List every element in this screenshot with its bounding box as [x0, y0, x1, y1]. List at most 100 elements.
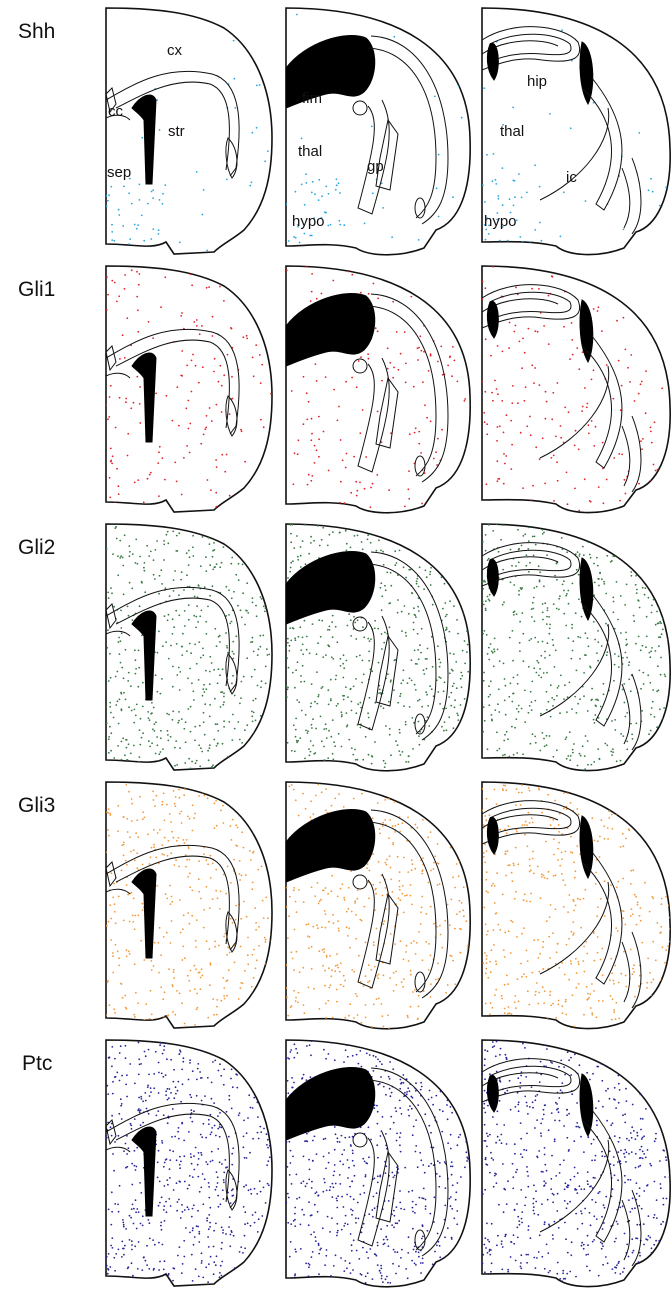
dot	[597, 630, 599, 632]
dot	[129, 1239, 131, 1241]
dot	[234, 962, 236, 964]
dot	[173, 1189, 175, 1191]
dot	[633, 615, 635, 617]
dot	[215, 800, 217, 802]
dot	[369, 980, 371, 982]
dot	[242, 983, 244, 985]
dot	[216, 404, 218, 406]
dot	[528, 571, 530, 573]
dot	[268, 1270, 270, 1272]
dot	[278, 1087, 280, 1089]
dot	[170, 1027, 172, 1029]
dot	[494, 651, 496, 653]
dot	[187, 400, 189, 402]
dot	[665, 896, 667, 898]
dot	[659, 537, 661, 539]
dot	[182, 1061, 184, 1063]
dot	[614, 729, 616, 731]
dot	[333, 741, 335, 743]
dot	[473, 856, 475, 858]
dot	[310, 706, 312, 708]
dot	[473, 818, 475, 820]
dot	[369, 15, 371, 17]
dot	[289, 650, 291, 652]
dot	[395, 740, 397, 742]
dot	[487, 653, 489, 655]
dot	[317, 514, 319, 516]
dot	[509, 1012, 511, 1014]
dot	[208, 286, 210, 288]
dot	[261, 680, 263, 682]
dot	[510, 581, 512, 583]
dot	[550, 1005, 552, 1007]
dot	[142, 732, 144, 734]
dot	[368, 293, 370, 295]
dot	[307, 935, 309, 937]
dot	[142, 903, 144, 905]
dot	[387, 368, 389, 370]
dot	[126, 317, 128, 319]
dot	[187, 677, 189, 679]
dot	[135, 668, 137, 670]
dot	[542, 732, 544, 734]
dot	[629, 553, 631, 555]
dot	[251, 1007, 253, 1009]
dot	[622, 657, 624, 659]
panel-row: Shh	[18, 8, 670, 258]
dot	[257, 482, 259, 484]
dot	[212, 335, 214, 337]
dot	[233, 591, 235, 593]
dot	[441, 576, 443, 578]
dot	[564, 974, 566, 976]
dot	[442, 543, 444, 545]
dot	[118, 723, 120, 725]
dot	[342, 677, 344, 679]
dot	[659, 708, 661, 710]
dot	[441, 947, 443, 949]
dot	[613, 769, 615, 771]
dot	[243, 1186, 245, 1188]
dot	[278, 612, 280, 614]
dot	[384, 763, 386, 765]
dot	[247, 954, 249, 956]
dot	[407, 682, 409, 684]
dot	[383, 760, 385, 762]
dot	[133, 849, 135, 851]
dot	[265, 607, 267, 609]
dot	[539, 571, 541, 573]
dot	[282, 1127, 284, 1129]
dot	[297, 1002, 299, 1004]
dot	[229, 495, 231, 497]
dot	[315, 795, 317, 797]
dot	[394, 831, 396, 833]
dot	[184, 762, 186, 764]
dot	[531, 817, 533, 819]
dot	[211, 1127, 213, 1129]
dot	[453, 727, 455, 729]
dot	[552, 705, 554, 707]
dot	[142, 811, 144, 813]
dot	[531, 701, 533, 703]
dot	[106, 1137, 108, 1139]
dot	[251, 800, 253, 802]
dot	[568, 938, 570, 940]
dot	[178, 614, 180, 616]
dot	[586, 406, 588, 408]
brain-section	[482, 523, 671, 775]
dot	[338, 930, 340, 932]
dot	[327, 629, 329, 631]
dot	[255, 929, 257, 931]
dot	[167, 734, 169, 736]
dot	[140, 718, 142, 720]
dot	[136, 1228, 138, 1230]
dot	[608, 810, 610, 812]
dot	[295, 736, 297, 738]
dot	[516, 708, 518, 710]
brain-section	[103, 1039, 295, 1289]
dot	[618, 539, 620, 541]
dot	[106, 309, 108, 311]
dot	[379, 833, 381, 835]
dot	[634, 996, 636, 998]
dot	[406, 894, 408, 896]
brain-section	[104, 266, 295, 513]
